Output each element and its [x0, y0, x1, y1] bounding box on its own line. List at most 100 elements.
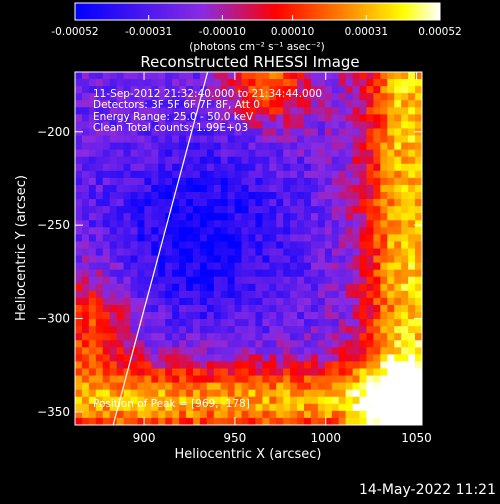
heatmap-pixel [304, 382, 312, 391]
heatmap-pixel [415, 417, 422, 425]
heatmap-pixel [338, 312, 347, 320]
chart-title: Reconstructed RHESSI Image [140, 53, 359, 71]
heatmap-pixel [297, 107, 305, 115]
heatmap-pixel [116, 241, 125, 250]
heatmap-pixel [373, 354, 381, 363]
heatmap-pixel [415, 410, 422, 419]
heatmap-pixel [269, 304, 277, 313]
heatmap-pixel [304, 184, 312, 193]
heatmap-pixel [387, 290, 395, 299]
heatmap-pixel [408, 368, 416, 377]
heatmap-pixel [359, 199, 368, 207]
heatmap-pixel [186, 368, 194, 377]
heatmap-pixel [234, 389, 243, 398]
heatmap-pixel [116, 227, 125, 235]
heatmap-pixel [248, 297, 257, 306]
heatmap-pixel [109, 269, 118, 278]
heatmap-pixel [415, 368, 422, 377]
heatmap-pixel [415, 333, 422, 341]
heatmap-pixel [186, 276, 194, 285]
heatmap-pixel [81, 234, 90, 243]
heatmap-pixel [123, 107, 132, 115]
heatmap-pixel [116, 72, 125, 80]
heatmap-pixel [394, 149, 402, 158]
heatmap-pixel [290, 312, 298, 320]
heatmap-pixel [234, 234, 243, 243]
heatmap-pixel [186, 333, 194, 341]
heatmap-pixel [352, 361, 361, 370]
heatmap-pixel [262, 128, 270, 137]
heatmap-pixel [310, 149, 319, 158]
heatmap-pixel [387, 213, 395, 221]
heatmap-pixel [352, 121, 361, 130]
heatmap-pixel [206, 354, 215, 363]
heatmap-pixel [158, 142, 166, 151]
heatmap-pixel [366, 297, 375, 306]
heatmap-pixel [317, 333, 326, 341]
heatmap-pixel [213, 375, 222, 384]
heatmap-pixel [179, 403, 187, 412]
heatmap-pixel [123, 86, 132, 94]
heatmap-pixel [290, 142, 298, 151]
heatmap-pixel [373, 206, 381, 214]
heatmap-pixel [234, 206, 243, 214]
heatmap-pixel [165, 72, 173, 80]
heatmap-pixel [81, 213, 90, 221]
heatmap-pixel [366, 192, 375, 200]
heatmap-pixel [95, 213, 104, 221]
heatmap-pixel [186, 128, 194, 137]
heatmap-pixel [255, 114, 263, 123]
heatmap-pixel [255, 382, 263, 391]
heatmap-pixel [109, 312, 118, 320]
heatmap-pixel [290, 319, 298, 327]
heatmap-pixel [88, 184, 97, 193]
heatmap-pixel [158, 361, 166, 370]
heatmap-pixel [199, 135, 208, 144]
heatmap-pixel [408, 234, 416, 243]
heatmap-pixel [241, 213, 250, 221]
heatmap-pixel [359, 170, 368, 179]
heatmap-pixel [331, 319, 340, 327]
heatmap-pixel [324, 333, 333, 341]
heatmap-pixel [165, 170, 173, 179]
heatmap-pixel [345, 304, 354, 313]
heatmap-pixel [262, 121, 270, 130]
heatmap-pixel [123, 156, 132, 165]
heatmap-pixel [324, 241, 333, 250]
heatmap-pixel [179, 255, 187, 264]
heatmap-pixel [95, 417, 104, 425]
heatmap-pixel [290, 156, 298, 165]
heatmap-pixel [262, 403, 270, 412]
heatmap-pixel [387, 382, 395, 391]
heatmap-pixel [165, 417, 173, 425]
heatmap-pixel [380, 396, 388, 405]
heatmap-pixel [387, 319, 395, 327]
heatmap-pixel [192, 312, 201, 320]
heatmap-pixel [380, 403, 388, 412]
heatmap-pixel [227, 333, 236, 341]
heatmap-pixel [304, 403, 312, 412]
heatmap-pixel [186, 361, 194, 370]
heatmap-pixel [95, 319, 104, 327]
heatmap-pixel [102, 86, 111, 94]
heatmap-pixel [408, 403, 416, 412]
heatmap-pixel [179, 304, 187, 313]
heatmap-pixel [283, 192, 291, 200]
heatmap-pixel [262, 184, 270, 193]
heatmap-pixel [366, 72, 375, 80]
heatmap-pixel [415, 79, 422, 87]
heatmap-pixel [75, 248, 83, 257]
heatmap-pixel [352, 241, 361, 250]
heatmap-pixel [380, 213, 388, 221]
heatmap-pixel [102, 290, 111, 299]
heatmap-pixel [151, 255, 159, 264]
heatmap-pixel [387, 241, 395, 250]
heatmap-pixel [310, 184, 319, 193]
heatmap-pixel [338, 403, 347, 412]
heatmap-pixel [165, 100, 173, 108]
heatmap-pixel [394, 340, 402, 348]
heatmap-pixel [255, 389, 263, 398]
heatmap-pixel [227, 382, 236, 391]
heatmap-pixel [241, 248, 250, 257]
heatmap-pixel [81, 326, 90, 334]
